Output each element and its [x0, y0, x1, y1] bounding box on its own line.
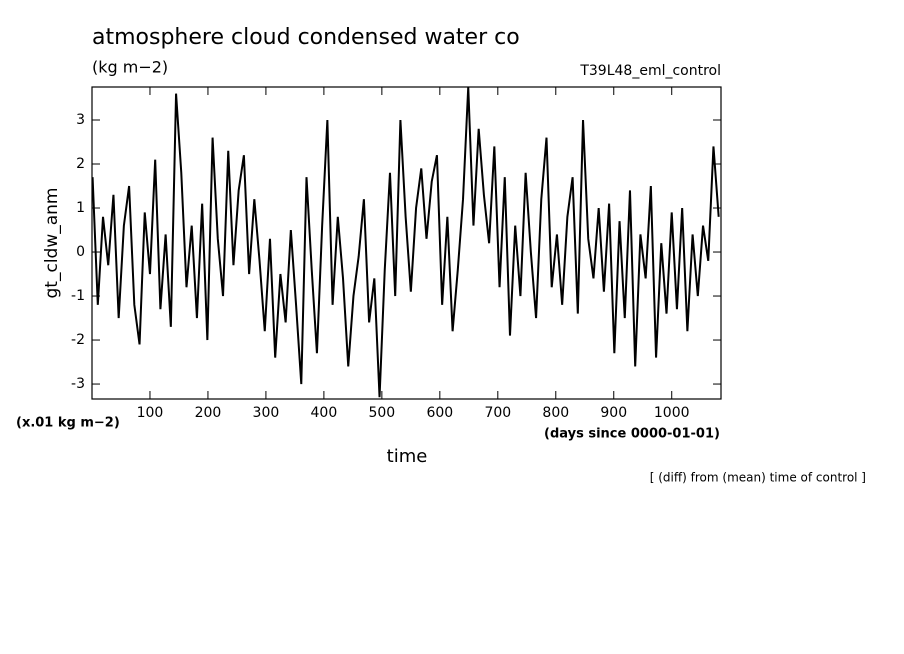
chart-title: atmosphere cloud condensed water co	[92, 25, 520, 50]
plot-frame	[91, 86, 722, 400]
y-tick-label: 3	[76, 112, 85, 128]
run-label: T39L48_eml_control	[579, 63, 721, 79]
x-tick-label: 100	[137, 405, 164, 421]
y-unit-label: (x.01 kg m−2)	[16, 416, 120, 431]
x-tick-label: 500	[368, 405, 395, 421]
x-tick-label: 1000	[654, 405, 690, 421]
y-tick-label: -1	[71, 288, 85, 304]
x-tick-label: 800	[542, 405, 569, 421]
footnote: [ (diff) from (mean) time of control ]	[650, 471, 866, 485]
y-tick-label: 1	[76, 200, 85, 216]
y-tick-label: 0	[76, 244, 85, 260]
x-tick-label: 600	[426, 405, 453, 421]
data-line	[91, 86, 720, 398]
x-tick-label: 400	[311, 405, 338, 421]
y-tick-label: -2	[71, 332, 85, 348]
x-tick-label: 200	[195, 405, 222, 421]
y-tick-label: 2	[76, 156, 85, 172]
x-axis-label: time	[387, 446, 428, 467]
y-tick-label: -3	[71, 376, 85, 392]
x-tick-label: 700	[484, 405, 511, 421]
x-tick-label: 900	[600, 405, 627, 421]
x-unit-label: (days since 0000-01-01)	[544, 427, 720, 442]
x-tick-label: 300	[253, 405, 280, 421]
chart-subtitle: (kg m−2)	[92, 58, 168, 77]
y-axis-label: gt_cldw_anm	[42, 188, 62, 299]
